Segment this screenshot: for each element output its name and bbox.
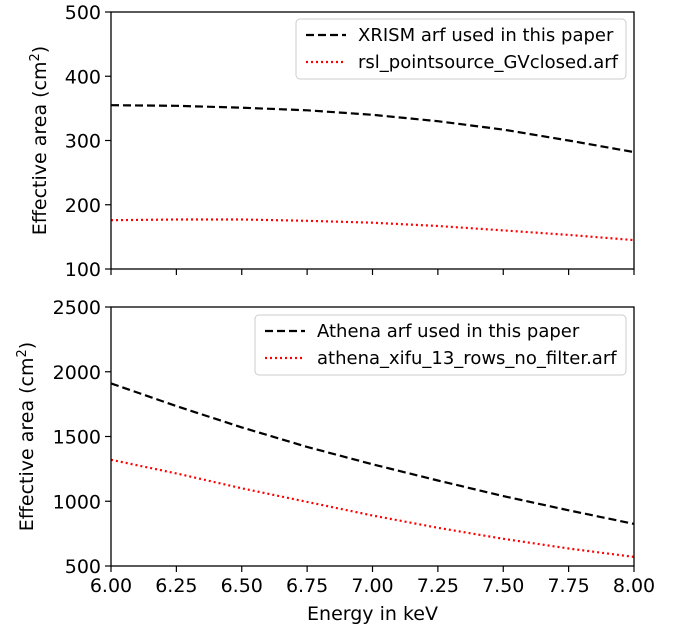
y-tick-label: 1500 bbox=[53, 427, 101, 449]
y-tick-label: 100 bbox=[65, 259, 101, 281]
y-tick-label: 1000 bbox=[53, 491, 101, 513]
x-tick-label: 6.00 bbox=[90, 575, 132, 597]
y-tick-label: 300 bbox=[65, 131, 101, 153]
legend-label-1: Athena arf used in this paper bbox=[317, 321, 580, 342]
x-tick-label: 6.75 bbox=[286, 575, 328, 597]
legend-box bbox=[295, 18, 627, 80]
y-tick-label: 500 bbox=[65, 2, 101, 24]
chart-panel-2: 6.00 6.25 6.50 6.75 7.00 7.25 7.50 7.75 8.00 500 1… bbox=[15, 297, 656, 625]
x-tick-label: 7.50 bbox=[482, 575, 524, 597]
chart-panel-1: 100 200 300 400 500 Effective area (cm2) XRISM… bbox=[28, 2, 635, 281]
y-tick-label: 400 bbox=[65, 66, 101, 88]
x-tick-label: 6.50 bbox=[221, 575, 263, 597]
y-tick-label: 2000 bbox=[53, 362, 101, 384]
x-tick-label: 7.75 bbox=[547, 575, 589, 597]
legend-label-2: rsl_pointsource_GVclosed.arf bbox=[358, 52, 619, 73]
y-tick-label: 2500 bbox=[53, 297, 101, 319]
y-axis-label: Effective area (cm2) bbox=[28, 46, 52, 235]
legend: Athena arf used in this paper athena_xifu… bbox=[254, 314, 627, 376]
x-tick-label: 8.00 bbox=[613, 575, 655, 597]
legend-box bbox=[254, 314, 627, 376]
series-line-1 bbox=[110, 382, 635, 525]
series-line-1 bbox=[110, 104, 635, 154]
x-tick-label: 6.25 bbox=[155, 575, 197, 597]
y-tick-label: 200 bbox=[65, 195, 101, 217]
legend: XRISM arf used in this paper rsl_pointsou… bbox=[295, 18, 627, 80]
x-axis-label: Energy in keV bbox=[307, 603, 438, 625]
legend-label-1: XRISM arf used in this paper bbox=[358, 25, 614, 46]
y-axis-label: Effective area (cm2) bbox=[15, 342, 39, 531]
y-tick-label: 500 bbox=[65, 556, 101, 578]
series-line-2 bbox=[110, 218, 635, 242]
x-tick-label: 7.25 bbox=[417, 575, 459, 597]
x-tick-label: 7.00 bbox=[351, 575, 393, 597]
legend-label-2: athena_xifu_13_rows_no_filter.arf bbox=[317, 348, 617, 369]
